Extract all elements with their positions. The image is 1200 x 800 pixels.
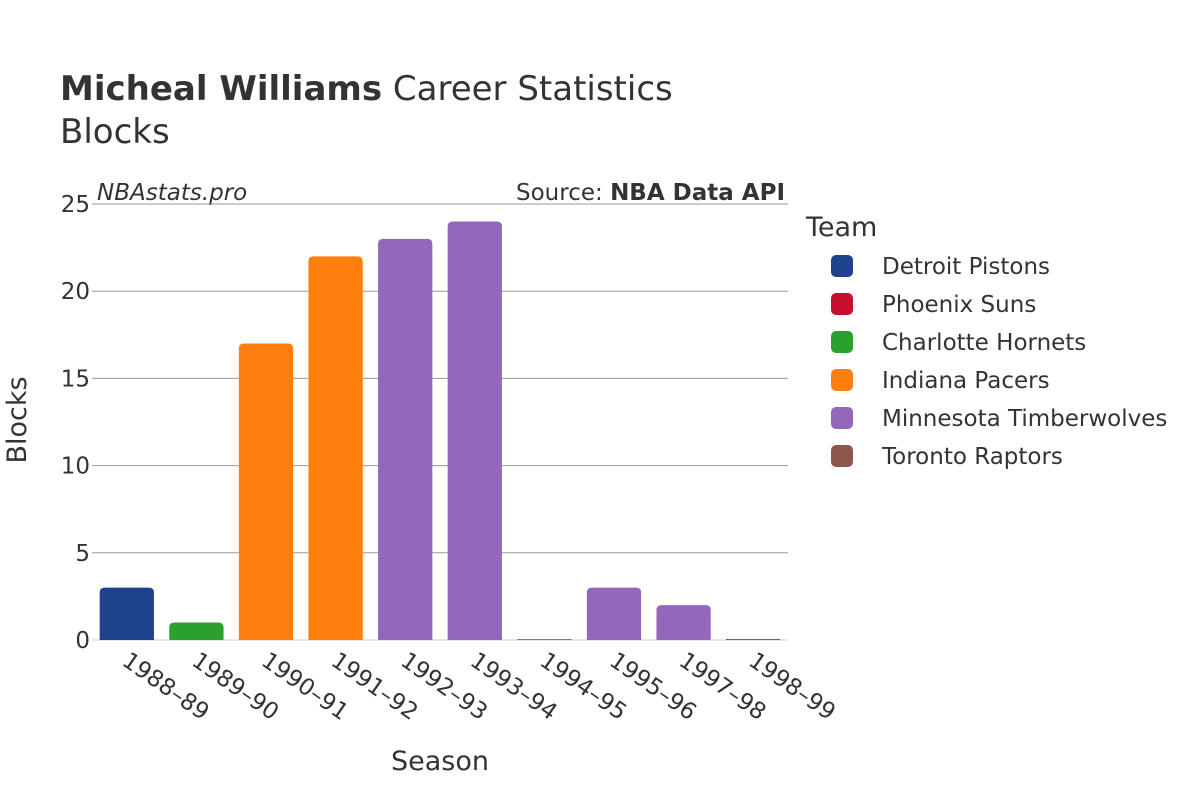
y-tick-label: 25 [61,192,90,218]
legend-entry: Toronto Raptors [881,444,1063,470]
player-name: Micheal Williams [60,69,382,109]
legend-entry: Minnesota Timberwolves [882,406,1167,432]
bars [99,221,781,640]
y-tick-label: 20 [61,279,90,305]
chart-subtitle: Blocks [60,112,170,152]
bar-1997–98 [656,605,711,640]
watermark: NBAstats.pro [97,180,247,206]
bar-1990–91 [238,343,294,640]
y-tick-label: 15 [61,366,90,392]
y-tick-label: 0 [75,628,90,654]
source-name: NBA Data API [610,180,785,206]
grid-lines [92,203,788,641]
y-axis-ticks: 0 5 10 15 20 25 [61,192,90,654]
bar-1998–99 [726,639,781,640]
bar-1993–94 [447,221,502,640]
title-suffix: Career Statistics [382,69,673,109]
y-tick-label: 10 [61,454,90,480]
y-axis-label: Blocks [2,376,33,463]
legend-entry: Detroit Pistons [882,254,1050,280]
legend-swatch [831,331,853,353]
source-label: Source: NBA Data API [516,180,785,206]
legend-title: Team [805,212,877,243]
legend-entry: Phoenix Suns [882,292,1036,318]
bar-1991–92 [308,256,363,640]
bar-1992–93 [378,238,433,640]
legend-swatch [831,407,853,429]
legend-swatch [831,445,853,467]
bar-1988–89 [99,587,154,640]
legend-entry: Charlotte Hornets [882,330,1086,356]
bar-1995–96 [586,587,642,640]
chart-title: Micheal Williams Career Statistics [60,69,673,109]
legend-swatch [831,293,853,315]
bar-1989–90 [169,622,224,640]
x-axis-ticks: 1988–891989–901990–911991–921992–931993–… [117,648,840,726]
y-tick-label: 5 [75,541,90,567]
source-prefix: Source: [516,180,610,206]
legend-entry: Indiana Pacers [882,368,1050,394]
legend-swatch [831,255,853,277]
legend: Detroit Pistons Phoenix Suns Charlotte Hor… [831,254,1167,470]
legend-swatch [831,369,853,391]
bar-1994–95 [517,639,572,640]
x-axis-label: Season [391,746,489,777]
